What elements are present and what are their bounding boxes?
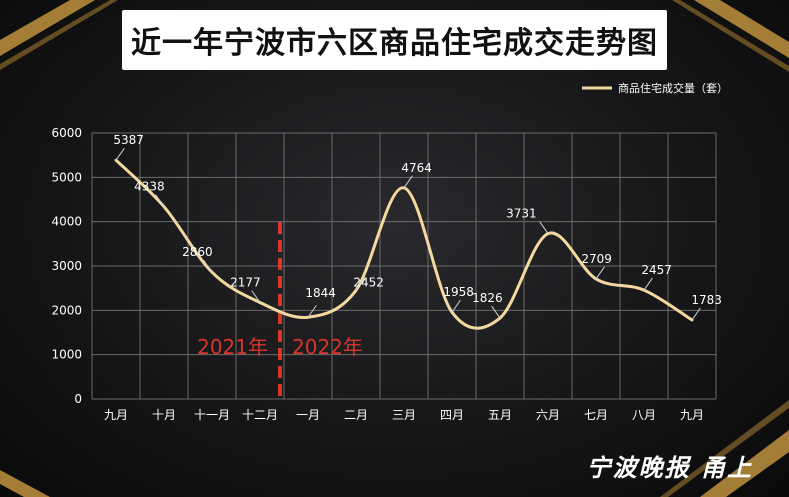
label-leader	[307, 304, 317, 318]
data-label: 4338	[134, 180, 165, 194]
label-leader	[595, 266, 605, 280]
chart-title: 近一年宁波市六区商品住宅成交走势图	[131, 26, 658, 61]
data-label: 2860	[182, 245, 213, 259]
x-tick-label: 一月	[296, 408, 320, 422]
grid-lines	[91, 132, 717, 400]
x-tick-label: 四月	[440, 408, 464, 422]
publisher-watermark: 宁波晚报 甬上	[586, 453, 753, 482]
label-leader	[491, 305, 501, 319]
label-leader	[691, 307, 701, 321]
x-tick-label: 十月	[152, 408, 176, 422]
legend: 商品住宅成交量（套）	[582, 81, 728, 95]
y-tick-label: 4000	[51, 215, 82, 229]
data-label: 1783	[691, 293, 722, 307]
x-tick-label: 五月	[488, 408, 512, 422]
series-line	[114, 158, 694, 330]
x-tick-label: 八月	[632, 408, 656, 422]
data-label: 1844	[305, 286, 336, 300]
data-label: 1826	[472, 291, 503, 305]
label-leader	[355, 278, 365, 291]
label-leader	[451, 299, 461, 313]
data-label: 2177	[230, 275, 261, 289]
label-leader	[203, 259, 213, 273]
y-axis: 0 1000 2000 3000 4000 5000 6000	[51, 126, 82, 406]
x-tick-label: 七月	[584, 408, 608, 422]
label-leader	[155, 194, 165, 207]
x-tick-label: 十一月	[194, 408, 230, 422]
label-leader	[403, 175, 413, 189]
y-tick-label: 3000	[51, 259, 82, 273]
label-leader	[115, 147, 125, 161]
y-tick-label: 0	[74, 392, 82, 406]
data-label: 2457	[641, 263, 672, 277]
label-leader	[643, 277, 653, 291]
x-tick-label: 二月	[344, 408, 368, 422]
x-tick-label: 九月	[680, 408, 704, 422]
y-tick-label: 5000	[51, 170, 82, 184]
x-tick-label: 六月	[536, 408, 560, 422]
x-tick-label: 三月	[392, 408, 416, 422]
chart-title-banner: 近一年宁波市六区商品住宅成交走势图	[122, 10, 667, 70]
y-tick-label: 2000	[51, 303, 82, 317]
legend-label: 商品住宅成交量（套）	[618, 81, 728, 95]
x-tick-label: 十二月	[242, 408, 278, 422]
data-label: 4764	[401, 161, 432, 175]
y-tick-label: 6000	[51, 126, 82, 140]
data-label: 2452	[353, 275, 384, 289]
x-tick-label: 九月	[104, 408, 128, 422]
data-label: 2709	[581, 252, 612, 266]
x-axis: 九月 十月 十一月 十二月 一月 二月 三月 四月 五月 六月 七月 八月 九月	[104, 408, 704, 422]
y-tick-label: 1000	[51, 348, 82, 362]
data-label: 5387	[113, 133, 144, 147]
year-left-label: 2021年	[197, 335, 268, 359]
label-leader	[251, 290, 261, 303]
year-right-label: 2022年	[292, 335, 363, 359]
year-divider: 2021年 2022年	[197, 222, 363, 397]
data-label: 3731	[506, 207, 537, 221]
data-label: 1958	[443, 285, 474, 299]
label-leader	[539, 221, 549, 234]
